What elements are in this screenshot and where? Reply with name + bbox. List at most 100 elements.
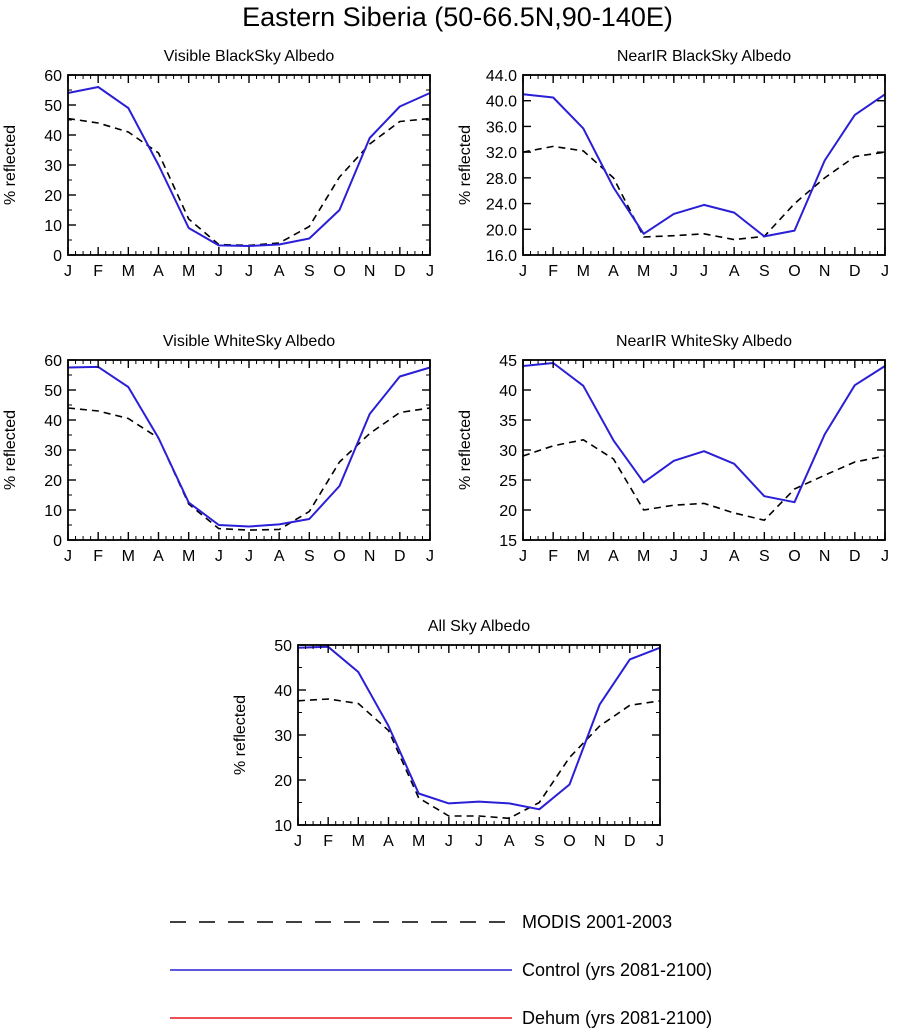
x-tick-label: M	[122, 548, 135, 565]
x-tick-label: M	[182, 263, 195, 280]
x-tick-label: N	[819, 548, 831, 565]
x-tick-label: A	[729, 263, 740, 280]
y-axis-label: % reflected	[457, 410, 474, 490]
y-tick-label: 28.0	[486, 171, 517, 188]
x-tick-label: J	[670, 548, 678, 565]
x-tick-label: J	[294, 833, 302, 850]
x-tick-label: J	[700, 548, 708, 565]
x-tick-label: A	[274, 263, 285, 280]
x-tick-label: J	[475, 833, 483, 850]
x-tick-label: N	[364, 263, 376, 280]
series-line-modis	[297, 698, 661, 820]
panel-nearir-blacksky: NearIR BlackSky Albedo % reflected J F M A M J J…	[457, 48, 889, 280]
x-tick-label: O	[788, 548, 800, 565]
x-tick-label: J	[700, 263, 708, 280]
x-tick-label: S	[759, 548, 770, 565]
x-tick-label: J	[656, 833, 664, 850]
x-tick-label: D	[849, 263, 861, 280]
x-tick-label: O	[333, 548, 345, 565]
x-tick-label: F	[548, 263, 558, 280]
y-tick-label: 40	[499, 383, 517, 400]
y-tick-label: 50	[44, 383, 62, 400]
y-tick-label: 50	[274, 638, 292, 655]
y-axis-label: % reflected	[2, 410, 19, 490]
x-tick-label: D	[624, 833, 636, 850]
panel-visible-blacksky: Visible BlackSky Albedo % reflected J F M A M J…	[2, 48, 434, 280]
x-tick-label: A	[153, 263, 164, 280]
y-tick-label: 24.0	[486, 197, 517, 214]
x-tick-label: O	[563, 833, 575, 850]
y-tick-label: 40	[44, 128, 62, 145]
x-tick-label: M	[637, 263, 650, 280]
y-tick-label: 16.0	[486, 248, 517, 265]
y-axis-label: % reflected	[457, 125, 474, 205]
x-tick-label: J	[215, 548, 223, 565]
x-tick-label: D	[849, 548, 861, 565]
y-tick-label: 25	[499, 473, 517, 490]
x-tick-label: J	[215, 263, 223, 280]
series-line-control	[67, 86, 431, 247]
panel-visible-whitesky: Visible WhiteSky Albedo % reflected J F M A M J…	[2, 333, 434, 565]
x-tick-label: N	[819, 263, 831, 280]
y-tick-label: 50	[44, 98, 62, 115]
panel-nearir-whitesky: NearIR WhiteSky Albedo % reflected J F M A M J J…	[457, 333, 889, 565]
x-tick-label: N	[594, 833, 606, 850]
x-tick-label: O	[788, 263, 800, 280]
y-axis-label: % reflected	[2, 125, 19, 205]
x-tick-label: J	[519, 548, 527, 565]
y-tick-label: 0	[53, 533, 62, 550]
x-tick-label: M	[412, 833, 425, 850]
legend-swatch-control	[170, 969, 512, 971]
plot-frame	[522, 74, 886, 256]
x-tick-label: A	[608, 548, 619, 565]
x-tick-label: M	[122, 263, 135, 280]
legend-item-control: Control (yrs 2081-2100)	[170, 958, 870, 982]
y-axis-label: % reflected	[232, 695, 249, 775]
x-tick-label: J	[445, 833, 453, 850]
x-tick-label: S	[534, 833, 545, 850]
x-tick-label: A	[504, 833, 515, 850]
series-line-control	[522, 93, 886, 238]
y-tick-label: 30	[44, 443, 62, 460]
y-tick-label: 10	[44, 218, 62, 235]
panel-title: All Sky Albedo	[428, 618, 530, 635]
y-tick-label: 20	[274, 773, 292, 790]
x-tick-label: S	[759, 263, 770, 280]
x-tick-label: J	[245, 263, 253, 280]
y-tick-label: 40	[274, 683, 292, 700]
x-tick-label: M	[577, 548, 590, 565]
x-tick-label: F	[93, 548, 103, 565]
x-tick-label: A	[729, 548, 740, 565]
plot-frame	[297, 644, 661, 826]
y-tick-label: 20.0	[486, 222, 517, 239]
y-tick-label: 30	[44, 158, 62, 175]
y-tick-label: 44.0	[486, 68, 517, 85]
x-tick-label: J	[64, 548, 72, 565]
x-tick-label: A	[383, 833, 394, 850]
y-tick-label: 10	[44, 503, 62, 520]
series-line-modis	[522, 145, 886, 241]
x-tick-label: M	[577, 263, 590, 280]
y-tick-label: 45	[499, 353, 517, 370]
x-tick-label: O	[333, 263, 345, 280]
x-tick-label: M	[637, 548, 650, 565]
y-tick-label: 20	[499, 503, 517, 520]
x-tick-label: M	[182, 548, 195, 565]
x-tick-label: F	[323, 833, 333, 850]
x-tick-label: F	[93, 263, 103, 280]
x-tick-label: S	[304, 263, 315, 280]
x-tick-label: M	[352, 833, 365, 850]
x-tick-label: J	[519, 263, 527, 280]
y-tick-label: 32.0	[486, 145, 517, 162]
y-tick-label: 36.0	[486, 119, 517, 136]
x-tick-label: S	[304, 548, 315, 565]
x-tick-label: J	[64, 263, 72, 280]
y-tick-label: 40.0	[486, 94, 517, 111]
x-tick-label: J	[426, 263, 434, 280]
y-tick-label: 35	[499, 413, 517, 430]
x-tick-label: J	[245, 548, 253, 565]
x-tick-label: J	[426, 548, 434, 565]
y-tick-label: 15	[499, 533, 517, 550]
